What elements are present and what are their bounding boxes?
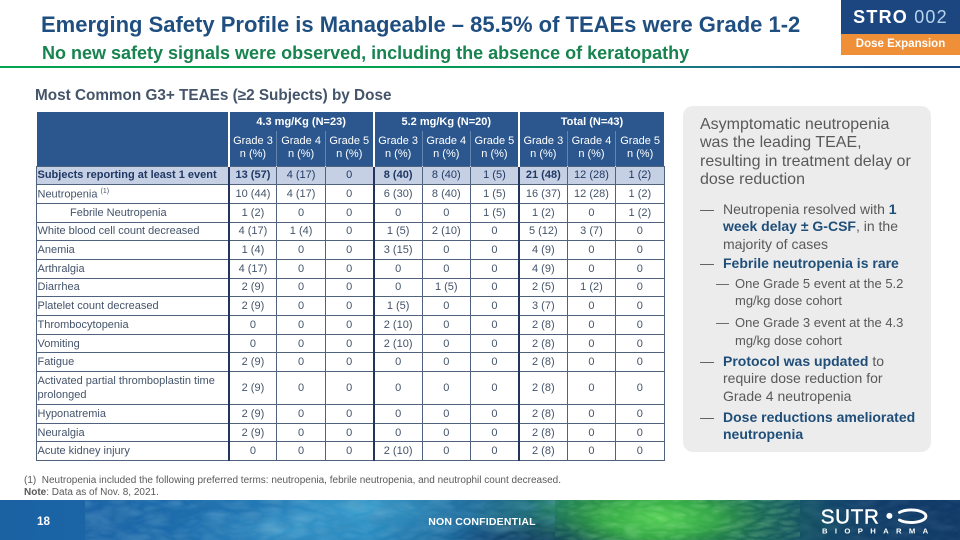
svg-text:SUTR: SUTR <box>821 505 880 528</box>
svg-text:BIOPHARMA: BIOPHARMA <box>822 526 935 535</box>
